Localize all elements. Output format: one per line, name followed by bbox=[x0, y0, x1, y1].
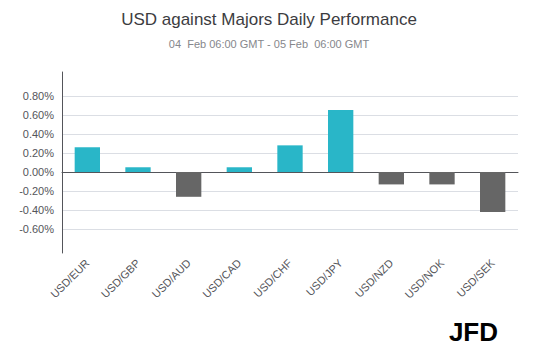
svg-text:0.00%: 0.00% bbox=[23, 166, 54, 178]
svg-text:USD/SEK: USD/SEK bbox=[454, 256, 497, 299]
svg-text:USD/CAD: USD/CAD bbox=[200, 257, 243, 300]
svg-text:USD/CHF: USD/CHF bbox=[251, 257, 294, 300]
svg-text:USD/NOK: USD/NOK bbox=[402, 256, 446, 300]
svg-text:USD/NZD: USD/NZD bbox=[353, 257, 396, 300]
svg-text:USD/AUD: USD/AUD bbox=[149, 257, 192, 300]
svg-text:-0.60%: -0.60% bbox=[19, 223, 54, 235]
svg-text:USD/JPY: USD/JPY bbox=[304, 256, 346, 298]
svg-text:USD/GBP: USD/GBP bbox=[99, 257, 142, 300]
svg-text:-0.40%: -0.40% bbox=[19, 204, 54, 216]
svg-text:JFD: JFD bbox=[449, 317, 498, 347]
svg-text:USD against Majors Daily Perfo: USD against Majors Daily Performance bbox=[121, 10, 417, 29]
svg-text:0.80%: 0.80% bbox=[23, 90, 54, 102]
svg-text:-0.20%: -0.20% bbox=[19, 185, 54, 197]
svg-text:0.20%: 0.20% bbox=[23, 147, 54, 159]
svg-text:0.40%: 0.40% bbox=[23, 128, 54, 140]
svg-text:04 Feb 06:00 GMT - 05 Feb 06: 04 Feb 06:00 GMT - 05 Feb 06:00 GMT bbox=[169, 38, 370, 50]
svg-text:USD/EUR: USD/EUR bbox=[48, 257, 91, 300]
svg-text:0.60%: 0.60% bbox=[23, 109, 54, 121]
